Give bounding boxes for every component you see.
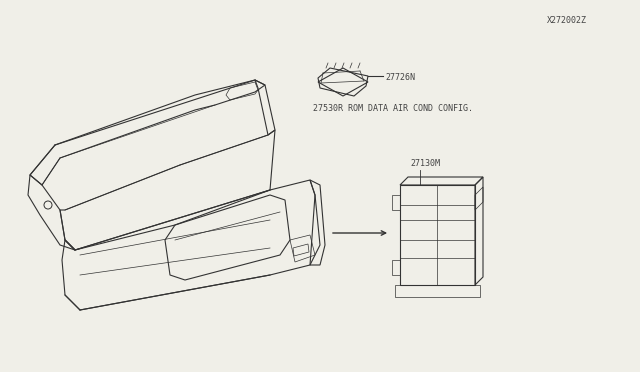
Text: 27530R ROM DATA AIR COND CONFIG.: 27530R ROM DATA AIR COND CONFIG. (313, 103, 473, 112)
Text: 27726N: 27726N (385, 73, 415, 81)
Text: 27130M: 27130M (410, 158, 440, 167)
Text: X272002Z: X272002Z (547, 16, 588, 25)
